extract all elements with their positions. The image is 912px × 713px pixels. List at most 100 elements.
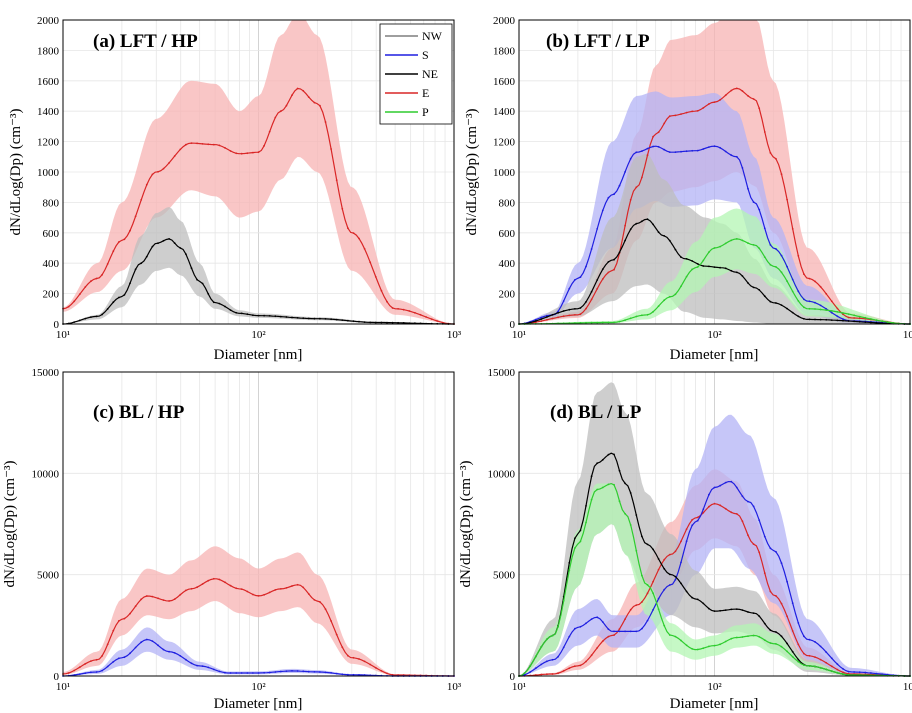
data-point [791, 655, 794, 658]
y-tick-labels: 0 5000 10000 15000 [32, 367, 60, 683]
data-point [819, 666, 822, 669]
data-point [730, 608, 733, 611]
y-axis-label: dN/dLog(Dp) (cm⁻³) [464, 109, 480, 236]
panel-a: 0 200 400 600 800 1000 1200 1400 1600 1800 2000 10… [8, 15, 462, 363]
data-point [596, 321, 599, 324]
legend-item: NW [385, 29, 443, 43]
data-point [224, 305, 226, 308]
data-point [190, 662, 193, 665]
data-point [546, 673, 548, 676]
data-point [847, 316, 850, 319]
data-point [780, 173, 783, 176]
data-point [397, 321, 399, 324]
data-point [330, 318, 332, 321]
data-point [229, 150, 232, 152]
data-point [185, 253, 187, 256]
data-point [190, 142, 193, 145]
y-axis-label: dN/dLog(Dp) (cm⁻³) [8, 109, 24, 236]
data-point [797, 254, 800, 257]
data-point [685, 150, 688, 153]
data-point [724, 242, 727, 245]
data-point [590, 654, 593, 657]
data-point [218, 578, 221, 581]
data-point [341, 207, 344, 210]
data-point [123, 617, 126, 620]
data-point [881, 673, 883, 675]
band-p [519, 483, 910, 676]
data-point [713, 266, 716, 268]
data-point [179, 247, 182, 249]
data-point [641, 220, 643, 223]
data-point [73, 300, 76, 303]
data-point [702, 265, 705, 267]
data-point [663, 148, 666, 151]
data-point [557, 316, 559, 319]
data-point [747, 242, 749, 245]
data-point [157, 170, 159, 173]
data-point [557, 311, 559, 314]
data-point [257, 151, 260, 154]
data-point [523, 674, 526, 676]
y-tick-label: 15000 [488, 367, 516, 379]
data-point [151, 173, 154, 176]
data-point [702, 107, 705, 109]
y-tick-label: 1800 [37, 45, 60, 57]
data-point [546, 660, 548, 663]
data-point [534, 667, 537, 670]
data-point [830, 300, 833, 303]
data-point [201, 143, 204, 145]
data-point [763, 295, 766, 298]
data-point [635, 630, 638, 633]
data-point [78, 673, 81, 675]
data-point [302, 670, 305, 673]
data-point [668, 151, 671, 154]
data-point [797, 660, 800, 663]
data-point [825, 318, 828, 321]
data-point [814, 308, 816, 310]
data-point [696, 263, 699, 265]
data-point [652, 310, 654, 313]
x-tick-label: 10³ [903, 329, 912, 341]
data-point [347, 227, 349, 230]
data-point [562, 599, 565, 602]
data-point [263, 314, 265, 317]
data-point [358, 320, 360, 323]
data-point [819, 285, 822, 288]
data-point [546, 638, 548, 641]
x-tick-labels: 10¹ 10² 10³ [56, 329, 462, 341]
data-point [786, 650, 788, 653]
data-point [763, 639, 766, 641]
y-tick-label: 1600 [37, 76, 60, 88]
data-point [574, 665, 576, 668]
data-point [674, 635, 677, 638]
y-tick-label: 1200 [37, 137, 60, 149]
data-point [112, 250, 115, 253]
data-point [140, 262, 143, 265]
data-point [201, 583, 204, 585]
y-tick-label: 1000 [493, 167, 516, 179]
data-point [212, 668, 215, 671]
data-point [557, 310, 559, 313]
data-point [708, 265, 710, 268]
data-point [212, 143, 215, 146]
data-point [775, 302, 777, 304]
data-point [657, 558, 660, 560]
x-tick-labels: 10¹ 10² 10³ [512, 681, 912, 693]
data-point [741, 495, 744, 498]
data-point [546, 314, 548, 317]
data-point [674, 550, 677, 553]
data-point [735, 87, 738, 90]
data-point [246, 672, 249, 674]
data-point [881, 320, 883, 323]
data-point [319, 601, 321, 603]
data-point [780, 304, 783, 306]
data-point [836, 311, 839, 313]
data-point [730, 480, 733, 483]
panel-b: 0 200 400 600 800 1000 1200 1400 1600 1800 2000 10… [464, 15, 912, 363]
data-point [568, 308, 571, 311]
data-point [769, 244, 772, 246]
data-point [613, 634, 615, 636]
data-point [803, 635, 805, 638]
data-point [719, 504, 721, 507]
data-point [240, 672, 243, 674]
